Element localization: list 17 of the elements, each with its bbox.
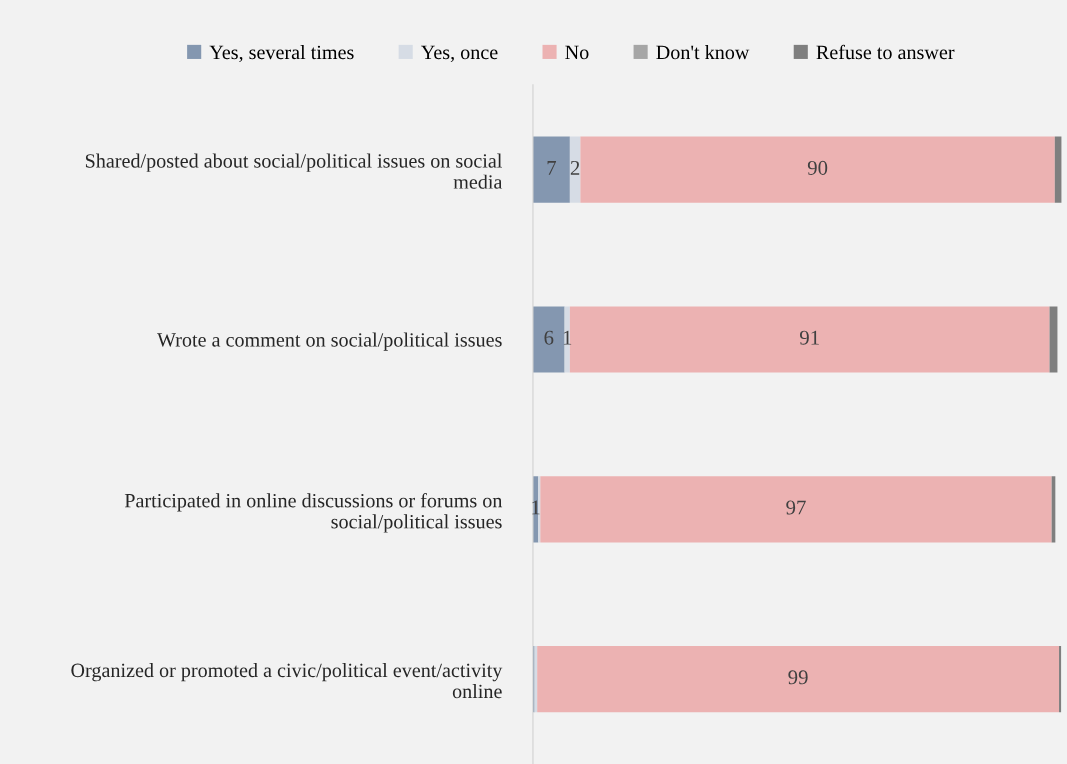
data-label: 97 xyxy=(786,500,806,515)
legend-label: Don't know xyxy=(656,44,750,60)
y-tick-label: Organized or promoted a civic/political event/activity online xyxy=(71,662,503,699)
y-tick-label: Participated in online discussions or forums on social/political issues xyxy=(124,493,503,533)
data-label: 99 xyxy=(788,670,808,685)
y-tick-label: Wrote a comment on social/political issues xyxy=(157,332,502,351)
data-label: 6 xyxy=(544,330,554,345)
legend-label: Yes, once xyxy=(421,45,498,63)
data-label: 1 xyxy=(563,330,572,345)
data-label: 7 xyxy=(547,161,557,175)
data-label: 90 xyxy=(807,160,828,175)
data-label: 91 xyxy=(799,330,819,345)
y-tick-label: Shared/posted about social/political issues on social media xyxy=(85,153,503,189)
legend-label: Refuse to answer xyxy=(816,44,955,60)
legend-label: No xyxy=(565,45,589,60)
data-label: 2 xyxy=(570,160,580,175)
legend-label: Yes, several times xyxy=(209,44,354,63)
